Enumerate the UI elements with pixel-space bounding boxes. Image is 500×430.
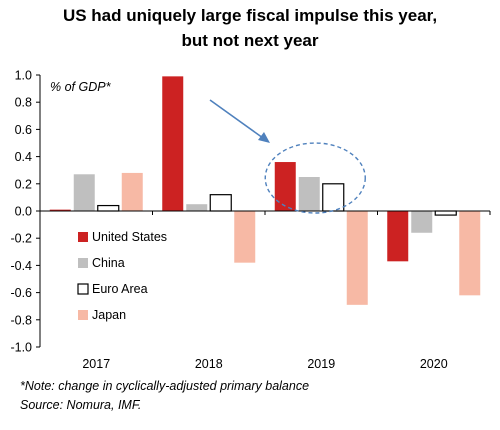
x-tick-label: 2017 xyxy=(82,357,110,371)
legend-swatch xyxy=(77,283,89,295)
bar-euro-area-2018 xyxy=(209,194,232,212)
bar-euro-area-2017 xyxy=(97,204,120,212)
y-tick-label: 1.0 xyxy=(15,69,32,83)
legend-label: Japan xyxy=(92,308,126,322)
y-tick-label: -0.6 xyxy=(10,286,32,300)
bar-china-2017 xyxy=(73,174,95,211)
legend-swatch xyxy=(78,232,88,242)
y-tick-label: 0.8 xyxy=(15,96,32,110)
bar-euro-area-2019 xyxy=(322,183,345,212)
y-tick-label: -1.0 xyxy=(10,341,32,355)
chart-source: Source: Nomura, IMF. xyxy=(20,398,142,412)
y-tick-label: -0.8 xyxy=(10,313,32,327)
bar-china-2020 xyxy=(411,211,433,233)
annotation-arrow-head xyxy=(258,132,270,143)
y-tick-label: -0.4 xyxy=(10,259,32,273)
bar-united-states-2018 xyxy=(162,76,184,211)
bar-japan-2020 xyxy=(459,211,481,296)
legend-label: Euro Area xyxy=(92,282,148,296)
chart-title-line1: US had uniquely large fiscal impulse thi… xyxy=(62,6,438,25)
legend-label: United States xyxy=(92,230,167,244)
bar-euro-area-2020 xyxy=(434,210,457,216)
bar-united-states-2017 xyxy=(49,209,71,211)
legend-swatch xyxy=(78,310,88,320)
bar-japan-2017 xyxy=(121,172,143,211)
bar-japan-2019 xyxy=(346,211,368,305)
y-tick-label: -0.2 xyxy=(10,232,32,246)
x-tick-label: 2019 xyxy=(307,357,335,371)
x-tick-label: 2018 xyxy=(195,357,223,371)
chart-footnote: *Note: change in cyclically-adjusted pri… xyxy=(20,379,310,393)
chart-title-line2: but not next year xyxy=(181,31,319,50)
y-tick-label: 0.6 xyxy=(15,123,32,137)
y-axis-label: % of GDP* xyxy=(50,80,112,94)
y-tick-label: 0.4 xyxy=(15,150,32,164)
y-tick-label: 0.2 xyxy=(15,177,32,191)
bar-united-states-2020 xyxy=(387,211,409,262)
bar-china-2019 xyxy=(298,177,320,211)
x-tick-label: 2020 xyxy=(420,357,448,371)
bar-japan-2018 xyxy=(234,211,256,263)
annotation-arrow xyxy=(209,99,264,139)
bar-china-2018 xyxy=(186,204,208,211)
legend-label: China xyxy=(92,256,125,270)
y-tick-label: 0.0 xyxy=(15,205,32,219)
bar-united-states-2019 xyxy=(274,162,296,211)
legend-swatch xyxy=(78,258,88,268)
highlight-ellipse xyxy=(264,142,366,214)
